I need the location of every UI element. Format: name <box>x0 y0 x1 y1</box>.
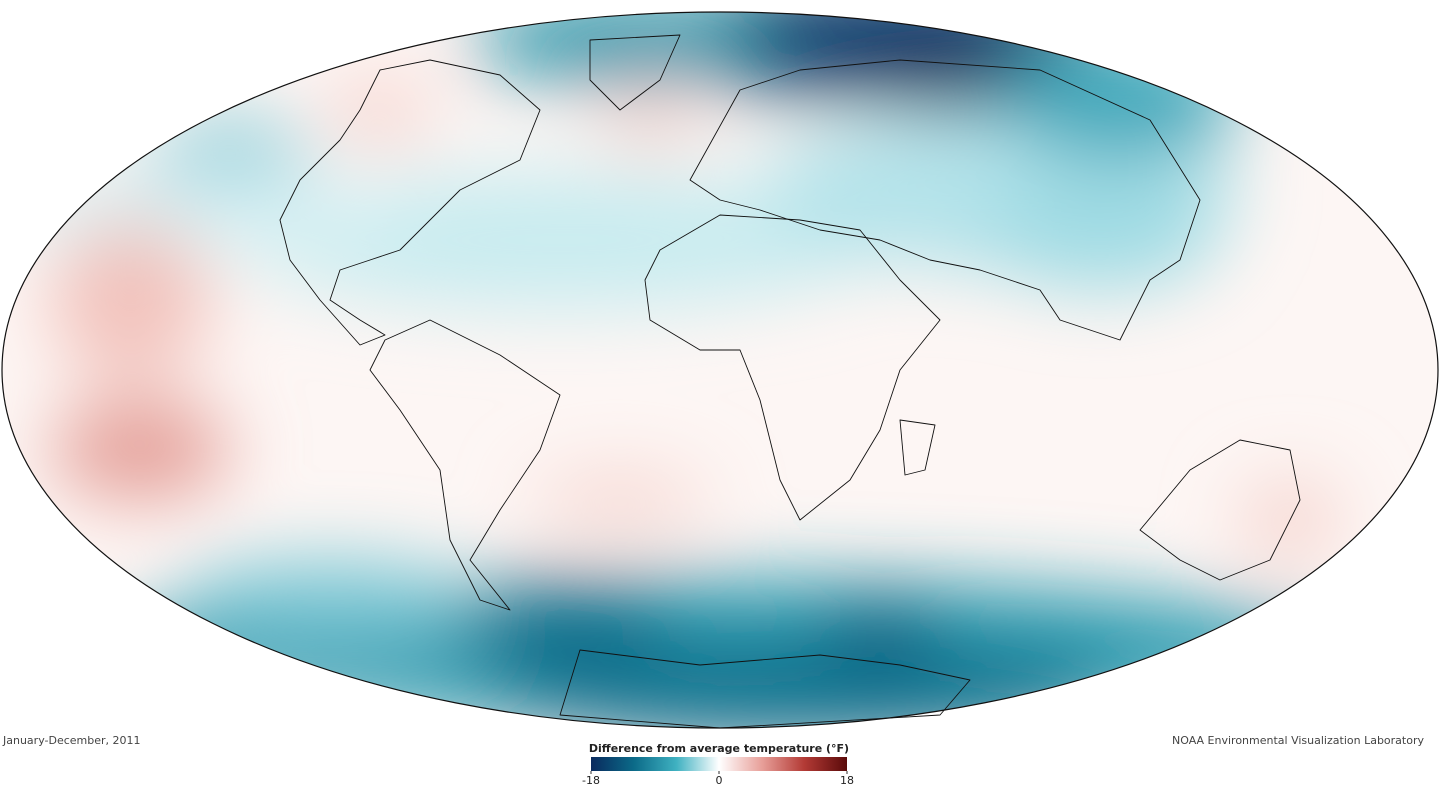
globe-outline <box>1 11 1439 729</box>
anomaly-field <box>2 12 1438 728</box>
tick-label: 18 <box>840 774 854 787</box>
coastlines <box>279 34 1301 729</box>
tick-label: -18 <box>582 774 600 787</box>
credit: NOAA Environmental Visualization Laborat… <box>1172 734 1424 747</box>
color-bar <box>591 757 847 771</box>
legend-title: Difference from average temperature (°F) <box>589 742 849 755</box>
date-label: January-December, 2011 <box>2 734 141 747</box>
tick-label: 0 <box>716 774 723 787</box>
